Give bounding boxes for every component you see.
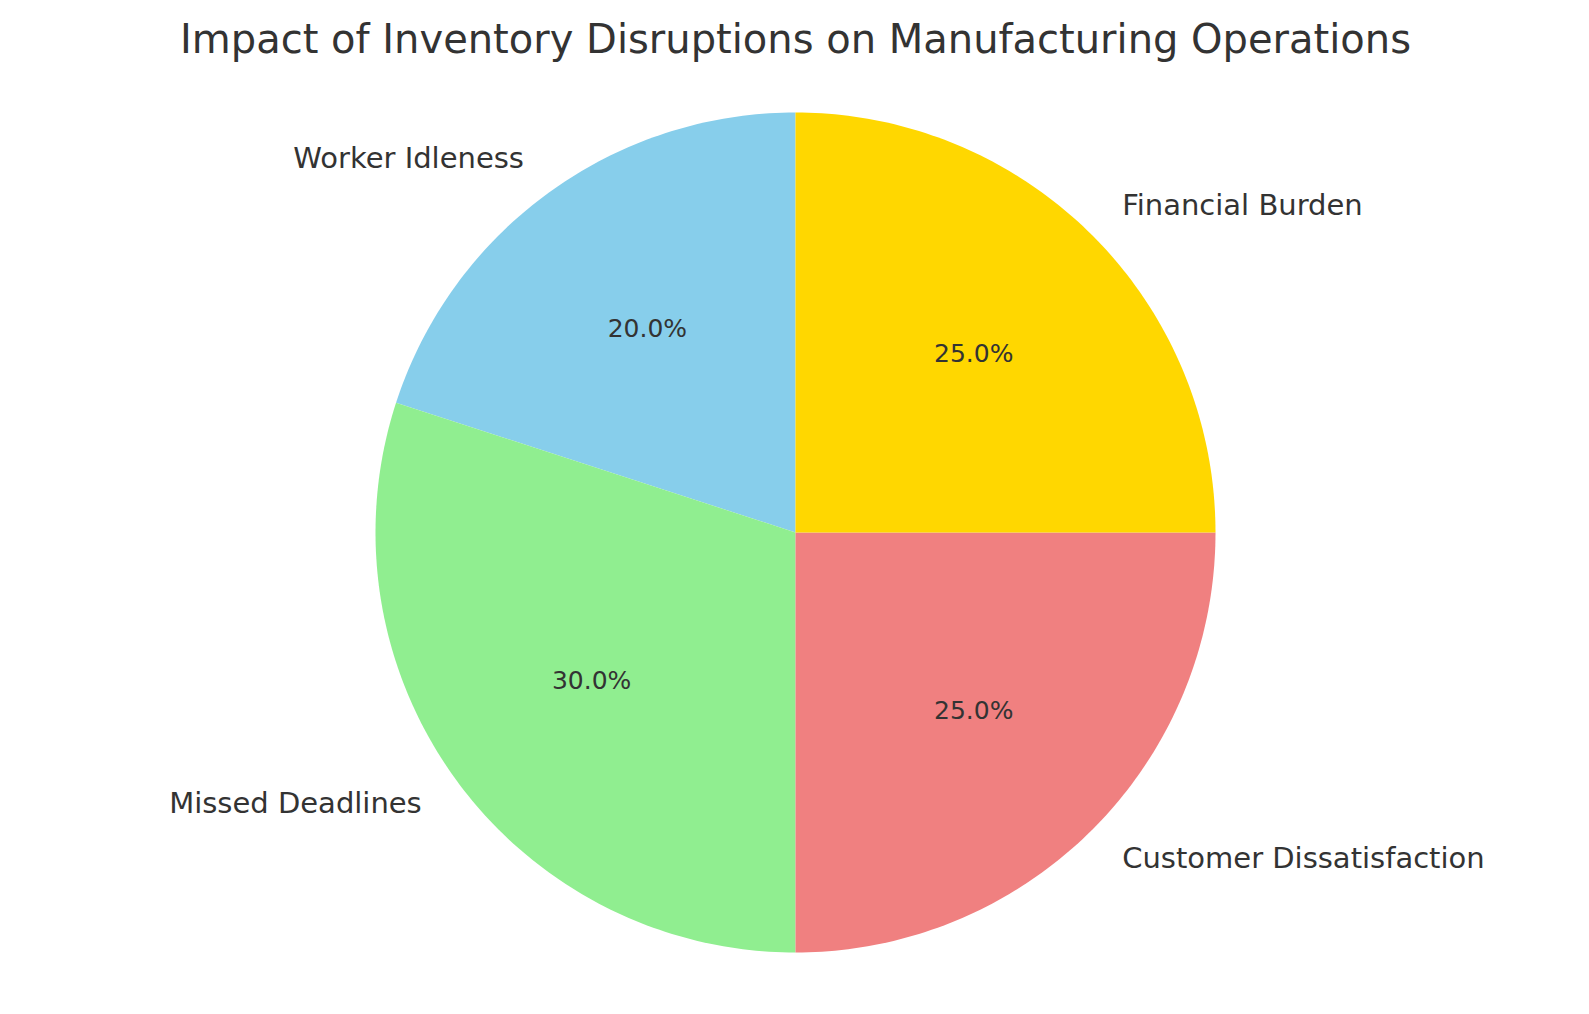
svg-text:Financial Burden: Financial Burden (1122, 188, 1363, 222)
svg-text:25.0%: 25.0% (934, 339, 1013, 368)
svg-text:20.0%: 20.0% (608, 314, 687, 343)
svg-text:Worker Idleness: Worker Idleness (293, 141, 524, 175)
svg-text:Impact of Inventory Disruption: Impact of Inventory Disruptions on Manuf… (180, 16, 1411, 62)
svg-text:30.0%: 30.0% (552, 666, 631, 695)
svg-text:Customer Dissatisfaction: Customer Dissatisfaction (1122, 841, 1484, 875)
svg-text:Missed Deadlines: Missed Deadlines (169, 786, 422, 820)
svg-text:25.0%: 25.0% (934, 696, 1013, 725)
